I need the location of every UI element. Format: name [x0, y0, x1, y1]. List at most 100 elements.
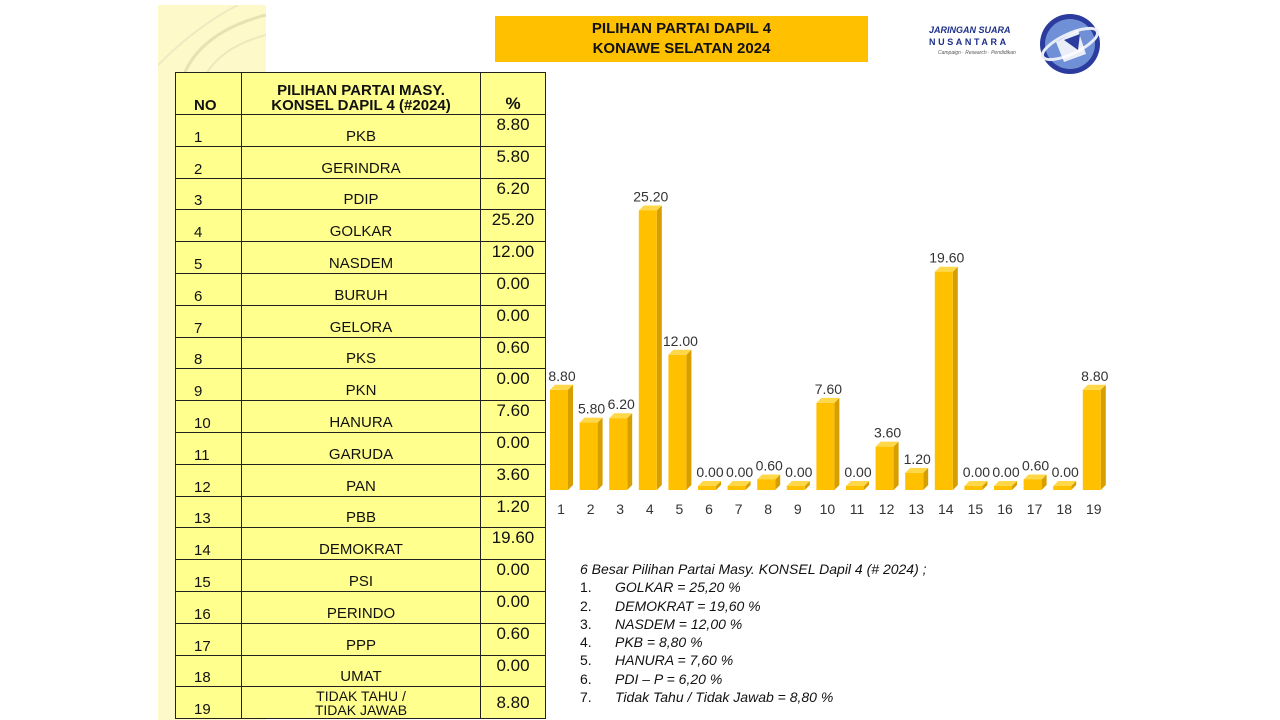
- chart-title: PILIHAN PARTAI DAPIL 4 KONAWE SELATAN 20…: [495, 16, 868, 62]
- bar-19: [1082, 384, 1106, 490]
- table-row: 13 PBB 1.20: [175, 495, 546, 529]
- row-number: 11: [175, 431, 242, 465]
- row-number: 15: [175, 559, 242, 592]
- bar-16: [994, 481, 1017, 490]
- bar-value-label: 3.60: [874, 425, 901, 441]
- table-row: 1 PKB 8.80: [175, 114, 546, 147]
- bar-side: [952, 266, 958, 490]
- x-tick-label: 3: [616, 501, 624, 517]
- row-number: 5: [175, 241, 242, 274]
- party-percent: 0.00: [480, 431, 546, 465]
- table-row: 2 GERINDRA 5.80: [175, 145, 546, 179]
- party-percent: 0.00: [480, 272, 546, 306]
- bar-9: [786, 481, 810, 490]
- party-name: PSI: [241, 559, 481, 592]
- bar-15: [964, 481, 988, 490]
- bar-value-label: 19.60: [929, 250, 964, 266]
- bar-top: [786, 481, 810, 486]
- table-row: 6 BURUH 0.00: [175, 272, 546, 306]
- table-row: 8 PKS 0.60: [175, 336, 546, 370]
- party-name: BURUH: [241, 272, 481, 306]
- logo-tagline: Campaign · Research · Pendidikan: [938, 50, 1016, 56]
- bar-side: [597, 417, 603, 490]
- bar-top: [727, 481, 751, 486]
- bar-top: [816, 397, 840, 403]
- summary-item-text: HANURA = 7,60 %: [615, 652, 734, 669]
- party-percent: 25.20: [480, 209, 546, 243]
- row-number: 16: [175, 590, 242, 624]
- bar-value-label: 8.80: [1081, 368, 1108, 384]
- party-name: PAN: [241, 463, 481, 497]
- bar-value-label: 25.20: [633, 188, 668, 204]
- party-name: PKS: [241, 336, 481, 370]
- row-number: 6: [175, 272, 242, 306]
- row-number: 12: [175, 463, 242, 497]
- bar-5: [668, 349, 692, 490]
- row-number: 4: [175, 209, 242, 243]
- row-number: 8: [175, 336, 242, 370]
- bar-front: [727, 486, 746, 490]
- bar-10: [816, 397, 840, 490]
- party-name: GOLKAR: [241, 209, 481, 243]
- table-row: 14 DEMOKRAT 19.60: [175, 527, 546, 561]
- bar-12: [875, 441, 899, 490]
- bar-side: [893, 441, 899, 490]
- bar-front: [1082, 389, 1101, 490]
- party-table: NO PILIHAN PARTAI MASY. KONSEL DAPIL 4 (…: [175, 72, 546, 720]
- bar-18: [1053, 481, 1077, 490]
- bar-14: [934, 266, 958, 490]
- row-number: 14: [175, 527, 242, 561]
- x-tick-label: 12: [879, 501, 895, 517]
- summary-item-number: 7.: [580, 689, 592, 706]
- bar-side: [656, 205, 662, 490]
- summary-item-text: Tidak Tahu / Tidak Jawab = 8,80 %: [615, 689, 834, 706]
- summary-item: 4. PKB = 8,80 %: [580, 633, 927, 651]
- party-name: PKN: [241, 368, 481, 402]
- bar-front: [1053, 486, 1072, 490]
- top-parties-summary: 6 Besar Pilihan Partai Masy. KONSEL Dapi…: [580, 560, 927, 706]
- x-tick-label: 13: [908, 501, 924, 517]
- table-header-row: NO PILIHAN PARTAI MASY. KONSEL DAPIL 4 (…: [175, 72, 546, 115]
- party-name: DEMOKRAT: [241, 527, 481, 561]
- party-name: UMAT: [241, 654, 481, 688]
- party-percent: 12.00: [480, 241, 546, 274]
- party-name: PDIP: [241, 177, 481, 211]
- bar-6: [698, 481, 721, 490]
- bar-1: [550, 384, 573, 490]
- bar-side: [864, 481, 869, 490]
- table-row: 18 UMAT 0.00: [175, 654, 546, 688]
- summary-item-text: GOLKAR = 25,20 %: [615, 579, 741, 596]
- header-party: PILIHAN PARTAI MASY. KONSEL DAPIL 4 (#20…: [241, 72, 481, 115]
- row-number: 1: [175, 114, 242, 147]
- bar-17: [1023, 474, 1047, 490]
- summary-item: 1. GOLKAR = 25,20 %: [580, 578, 927, 596]
- party-percent: 8.80: [480, 686, 546, 720]
- table-row: 3 PDIP 6.20: [175, 177, 546, 211]
- x-tick-label: 4: [646, 501, 654, 517]
- party-percent: 8.80: [480, 114, 546, 147]
- bar-top: [994, 481, 1017, 486]
- bar-side: [923, 467, 929, 490]
- bar-side: [716, 481, 721, 490]
- header-pct: %: [480, 72, 546, 115]
- row-number: 2: [175, 145, 242, 179]
- summary-item: 6. PDI – P = 6,20 %: [580, 670, 927, 688]
- x-tick-label: 11: [850, 501, 865, 517]
- row-number: 18: [175, 654, 242, 688]
- row-number: 17: [175, 622, 242, 656]
- table-row: 15 PSI 0.00: [175, 559, 546, 592]
- party-percent: 5.80: [480, 145, 546, 179]
- bar-front: [638, 210, 657, 490]
- party-percent: 0.00: [480, 559, 546, 592]
- party-percent: 3.60: [480, 463, 546, 497]
- bar-8: [757, 474, 781, 490]
- bar-side: [1012, 481, 1017, 490]
- party-name: HANURA: [241, 400, 481, 433]
- bar-11: [846, 481, 869, 490]
- summary-item: 3. NASDEM = 12,00 %: [580, 615, 927, 633]
- bar-top: [1053, 481, 1077, 486]
- bar-front: [875, 446, 894, 490]
- x-tick-label: 19: [1086, 501, 1102, 517]
- bar-front: [757, 479, 776, 490]
- x-tick-label: 5: [676, 501, 684, 517]
